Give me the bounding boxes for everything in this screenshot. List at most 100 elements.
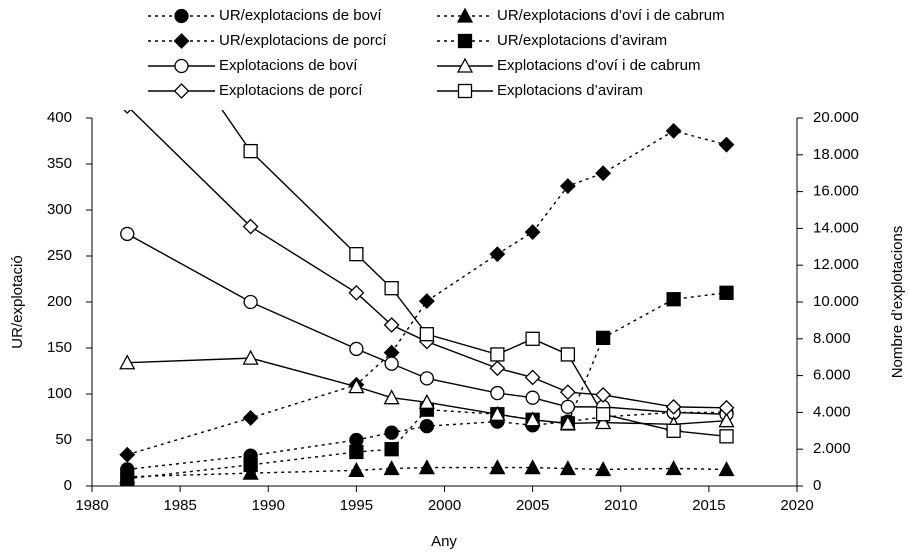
marker [418,459,435,475]
y2-tick-label: 16.000 [813,183,859,200]
marker [559,178,576,194]
marker [525,390,540,405]
marker [383,317,400,333]
marker [457,33,473,49]
marker [457,83,473,99]
legend-item: UR/explotacions d’oví i de cabrum [437,7,725,24]
marker [490,385,505,401]
marker [243,294,258,310]
legend-label: Explotacions de porcí [219,82,363,99]
marker [718,412,735,428]
marker [718,461,735,477]
y2-tick-label: 2.000 [813,440,851,457]
legend-item: Explotacions de porcí [148,82,363,99]
marker [119,354,136,370]
y2-tick-label: 10.000 [813,293,859,310]
marker [383,389,400,405]
marker [120,471,135,486]
marker [456,57,474,73]
marker [242,218,259,235]
y-tick-label: 0 [64,477,72,494]
y-tick-label: 50 [55,431,72,448]
series-line [127,292,727,480]
marker [490,347,505,362]
marker [719,285,734,300]
marker [348,378,365,394]
marker [665,122,682,139]
marker [595,387,612,403]
marker [666,423,681,438]
y-tick-label: 200 [47,293,72,310]
y-tick-label: 350 [47,155,72,172]
series-line [130,110,727,409]
series-line [126,233,727,415]
y-axis-label: UR/explotació [9,255,26,348]
x-tick-label: 2000 [428,497,461,514]
marker [525,331,540,346]
marker [418,293,435,309]
marker [418,393,435,409]
legend-item: Explotacions de boví [148,57,358,74]
legend-item: UR/explotacions d’aviram [437,32,667,49]
marker [349,341,364,357]
marker [595,407,611,422]
marker [524,411,541,427]
legend-label: UR/explotacions de porcí [219,32,387,49]
marker [559,460,576,476]
marker [524,369,541,386]
marker [595,330,611,346]
legend-item: Explotacions d’oví i de cabrum [437,57,700,74]
marker [242,410,259,426]
legend-label: Explotacions d’oví i de cabrum [497,57,700,74]
y-tick-label: 150 [47,339,72,356]
legend-item: UR/explotacions de porcí [148,32,387,49]
y-tick-label: 250 [47,247,72,264]
marker [524,224,541,240]
marker [489,246,506,263]
y2-tick-label: 20.000 [813,109,859,126]
x-tick-label: 1980 [75,497,108,514]
marker [383,460,400,476]
legend-label: Explotacions de boví [219,57,358,74]
marker [243,143,258,159]
y2-tick-label: 0 [813,477,821,494]
marker [384,356,399,371]
marker [595,165,612,182]
marker [595,414,612,430]
y2-tick-label: 18.000 [813,146,859,163]
x-tick-label: 2015 [692,497,725,514]
marker [665,460,682,476]
marker [719,429,734,444]
marker [173,33,190,49]
marker [123,110,132,114]
marker [665,398,682,415]
marker [419,419,435,434]
series-line [127,466,727,478]
marker [524,459,541,475]
x-tick-label: 2010 [604,497,637,514]
legend-item: Explotacions d’aviram [437,82,643,99]
y2-axis-label: Nombre d’explotacions [889,226,906,379]
marker [718,136,735,153]
marker [666,292,681,307]
legend-label: UR/explotacions de boví [219,7,382,24]
marker [348,284,365,301]
y2-tick-label: 12.000 [813,256,859,273]
legend-label: UR/explotacions d’oví i de cabrum [497,7,725,24]
y-tick-label: 300 [47,201,72,218]
marker [419,327,435,342]
y2-tick-label: 14.000 [813,219,859,236]
x-tick-label: 2005 [516,497,549,514]
x-tick-label: 1995 [340,497,373,514]
legend-label: UR/explotacions d’aviram [497,32,667,49]
marker [560,347,576,362]
marker [489,360,506,377]
marker [242,464,259,480]
legend-item: UR/explotacions de boví [148,7,382,24]
x-tick-label: 2020 [780,497,813,514]
marker [595,461,612,477]
y2-tick-label: 8.000 [813,330,851,347]
y2-tick-label: 4.000 [813,403,851,420]
marker [419,371,435,386]
